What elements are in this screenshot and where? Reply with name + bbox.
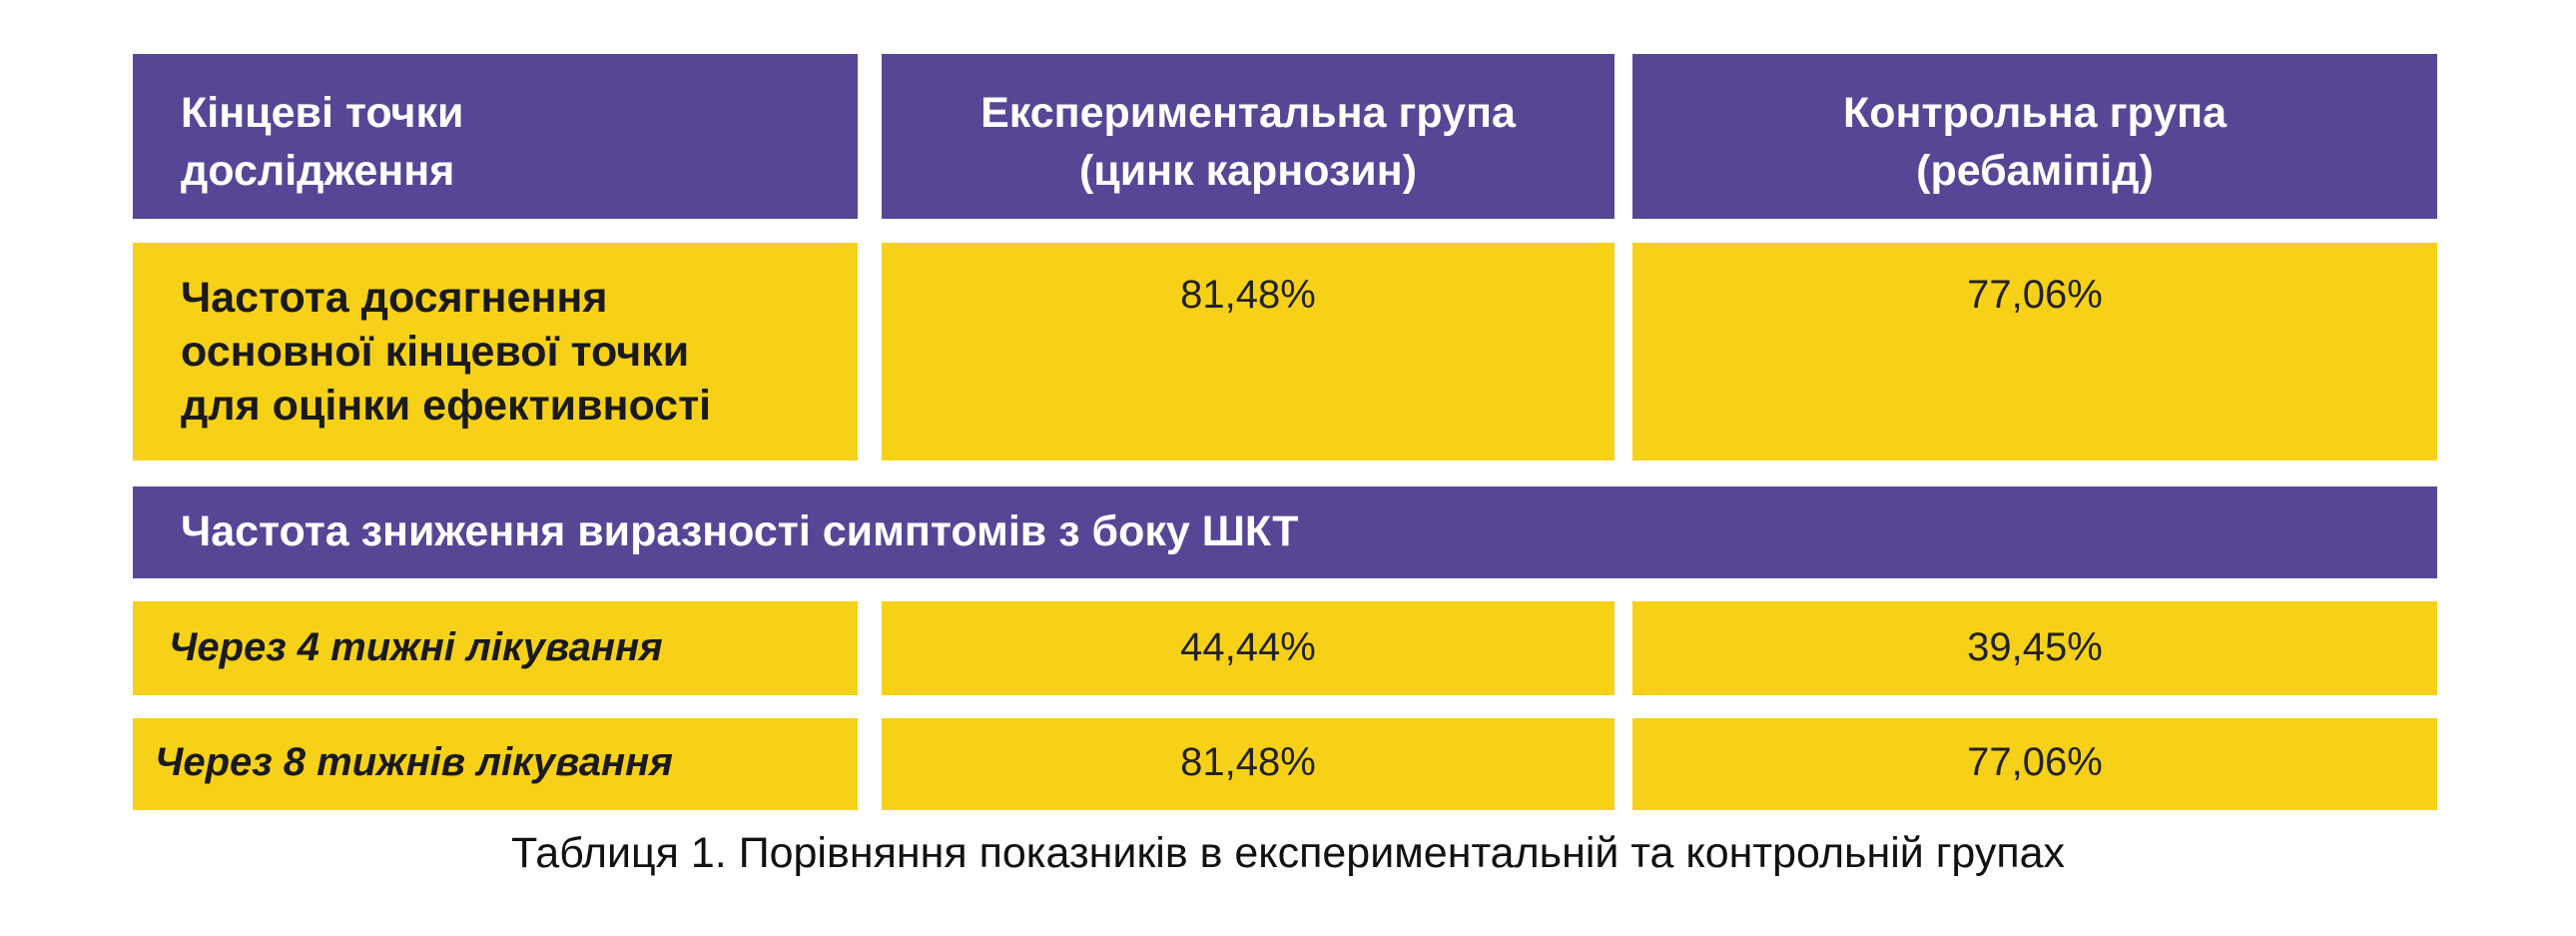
label-line: Частота досягнення bbox=[181, 274, 608, 322]
row-primary-endpoint-experimental: 81,48% bbox=[882, 243, 1614, 461]
header-control-group: Контрольна група (ребаміпід) bbox=[1632, 54, 2437, 219]
header-line: Кінцеві точки bbox=[181, 89, 464, 137]
label-line: для оцінки ефективності bbox=[181, 382, 712, 430]
row-4-weeks-experimental: 44,44% bbox=[882, 601, 1614, 695]
header-experimental-group: Експериментальна група (цинк карнозин) bbox=[882, 54, 1614, 219]
row-4-weeks-control: 39,45% bbox=[1632, 601, 2437, 695]
row-8-weeks-experimental: 81,48% bbox=[882, 718, 1614, 810]
row-primary-endpoint-control: 77,06% bbox=[1632, 243, 2437, 461]
header-line: (ребаміпід) bbox=[1916, 147, 2154, 195]
row-4-weeks-label: Через 4 тижні лікування bbox=[133, 601, 858, 695]
row-8-weeks-label: Через 8 тижнів лікування bbox=[133, 718, 858, 810]
header-line: Експериментальна група bbox=[980, 89, 1516, 137]
label-line: основної кінцевої точки bbox=[181, 328, 690, 376]
row-primary-endpoint-label: Частота досягнення основної кінцевої точ… bbox=[133, 243, 858, 461]
table-caption: Таблиця 1. Порівняння показників в експе… bbox=[510, 829, 2066, 877]
header-line: Контрольна група bbox=[1843, 89, 2227, 137]
row-8-weeks-control: 77,06% bbox=[1632, 718, 2437, 810]
header-line: (цинк карнозин) bbox=[1078, 147, 1418, 195]
section-symptom-reduction: Частота зниження виразності симптомів з … bbox=[133, 486, 2437, 578]
header-line: дослідження bbox=[181, 147, 455, 195]
header-endpoints: Кінцеві точки дослідження bbox=[133, 54, 858, 219]
